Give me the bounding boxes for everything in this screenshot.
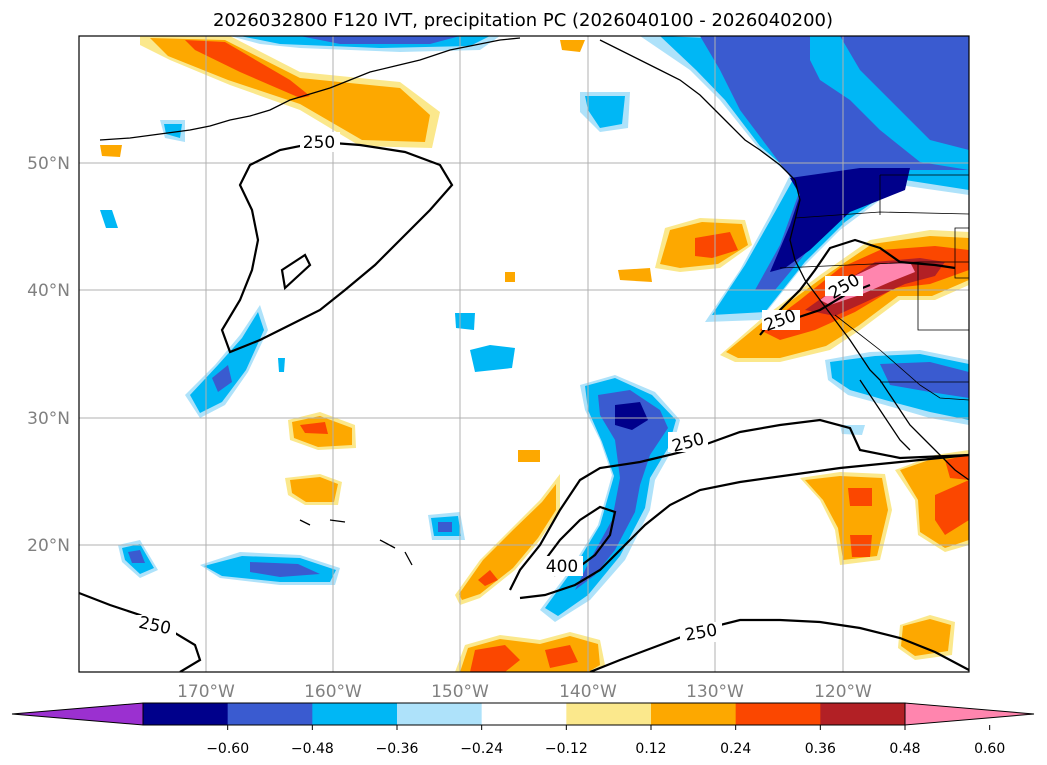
- lon-label: 160°W: [304, 682, 362, 702]
- precip-region-nw-band-max: [770, 168, 910, 272]
- lat-label: 40°N: [27, 281, 70, 301]
- precip-region-mexico-max: [935, 480, 969, 535]
- colorbar-tick-label: 0.48: [889, 741, 920, 757]
- precip-region-orange-bottom-max: [470, 645, 520, 672]
- colorbar-tick-label: 0.36: [805, 741, 836, 757]
- precip-region-ne-pacific-max: [185, 40, 310, 98]
- colorbar-swatch: [820, 703, 906, 725]
- precip-region-orange-diag-core: [459, 484, 556, 600]
- precip-region-mid-blue-2: [470, 345, 515, 372]
- precip-region-far-west: [100, 210, 118, 228]
- colorbar: −0.60 −0.48 −0.36 −0.24 −0.12 0.12 0.24 0.36 0.4…: [11, 702, 1035, 757]
- ivt-contour-250-subtropic-lower: [519, 453, 969, 600]
- lon-axis: 170°W 160°W 150°W 140°W 130°W 120°W: [177, 682, 872, 702]
- colorbar-extend-max: [904, 702, 1035, 726]
- lon-label: 140°W: [559, 682, 617, 702]
- colorbar-tick-label: −0.48: [291, 741, 334, 757]
- colorbar-tick-label: −0.24: [460, 741, 503, 757]
- precip-region-west-streak-max: [212, 365, 232, 392]
- precip-region-gulf-blob-core: [585, 96, 625, 128]
- precip-region-west-streak-core: [190, 312, 264, 413]
- colorbar-tick-label: 0.24: [720, 741, 751, 757]
- precip-region-orange-1-max: [300, 422, 328, 434]
- colorbar-swatch: [651, 703, 737, 725]
- precip-region-sw-us-max: [880, 362, 969, 398]
- precip-region-orange-diag-max: [478, 570, 498, 586]
- colorbar-frame: [142, 702, 906, 726]
- ivt-contour-250-south: [589, 618, 969, 672]
- lat-label: 20°N: [27, 536, 70, 556]
- colorbar-tick-label: 0.12: [635, 741, 666, 757]
- precip-region-mexico-max2: [945, 455, 969, 480]
- precip-region-orange-small: [518, 450, 540, 462]
- state-borders: [779, 174, 969, 401]
- precip-region-mid-blue-1: [455, 313, 475, 330]
- lon-label: 170°W: [177, 682, 235, 702]
- colorbar-tick-label: 0.60: [974, 741, 1005, 757]
- colorbar-extend-min: [11, 702, 144, 726]
- lat-label: 30°N: [27, 409, 70, 429]
- contour-label-bg: [134, 132, 863, 642]
- map-frame: [78, 35, 970, 673]
- precip-region-tiny-blue: [278, 358, 285, 372]
- colorbar-swatch: [481, 703, 567, 725]
- precip-region-mid-pacific-ne-max: [695, 232, 738, 258]
- precip-region-east-sub-max: [848, 488, 872, 506]
- graticule: [79, 36, 969, 672]
- ivt-contour-250-north-inner: [280, 253, 312, 291]
- colorbar-tick-label: −0.60: [206, 741, 249, 757]
- precip-region-small-aleut: [100, 145, 122, 157]
- precip-region-sw-band-max: [250, 562, 320, 577]
- precip-region-bc-interior: [830, 36, 969, 160]
- colorbar-tick-label: −0.12: [545, 741, 588, 757]
- colorbar-tick-label: −0.36: [376, 741, 419, 757]
- precip-region-orange-bottom-max2: [545, 645, 578, 668]
- map-area: 250 250 250 250 250 250 400: [79, 36, 969, 672]
- contour-label: 250: [303, 133, 335, 153]
- precip-region-gulf-alaska: [560, 40, 585, 52]
- precip-region-central-blue-max: [615, 402, 648, 430]
- lon-label: 150°W: [431, 682, 489, 702]
- precip-region-small-sw-max: [128, 550, 145, 563]
- colorbar-swatch: [566, 703, 652, 725]
- ivt-contour-250-north: [220, 140, 454, 354]
- coastlines: [99, 37, 969, 566]
- lon-label: 120°W: [814, 682, 872, 702]
- lon-label: 130°W: [686, 682, 744, 702]
- colorbar-swatch: [227, 703, 313, 725]
- colorbar-swatch: [397, 703, 483, 725]
- lat-axis: 50°N 40°N 30°N 20°N: [27, 154, 70, 556]
- contour-label: 400: [546, 557, 578, 577]
- precip-region-small-orange: [618, 268, 652, 282]
- precip-region-east-sub-max2: [850, 535, 872, 557]
- precip-region-se-corner-core: [901, 619, 951, 656]
- precip-region-small-bering-core: [164, 124, 182, 138]
- precip-region-orange-2-core: [290, 477, 338, 502]
- precip-region-dot: [505, 272, 515, 282]
- precip-region-hawaii-blue-max: [438, 522, 452, 532]
- lat-label: 50°N: [27, 154, 70, 174]
- precip-region-bc-interior-edge: [810, 36, 969, 170]
- precip-region-alaska-coast-max: [300, 36, 460, 44]
- colorbar-swatch: [312, 703, 398, 725]
- colorbar-swatch: [735, 703, 821, 725]
- precip-region-central-blue-inner: [575, 390, 668, 590]
- colorbar-swatch: [143, 703, 229, 725]
- ivt-contour-250-california: [759, 238, 956, 336]
- map-title: 2026032800 F120 IVT, precipitation PC (2…: [213, 10, 833, 31]
